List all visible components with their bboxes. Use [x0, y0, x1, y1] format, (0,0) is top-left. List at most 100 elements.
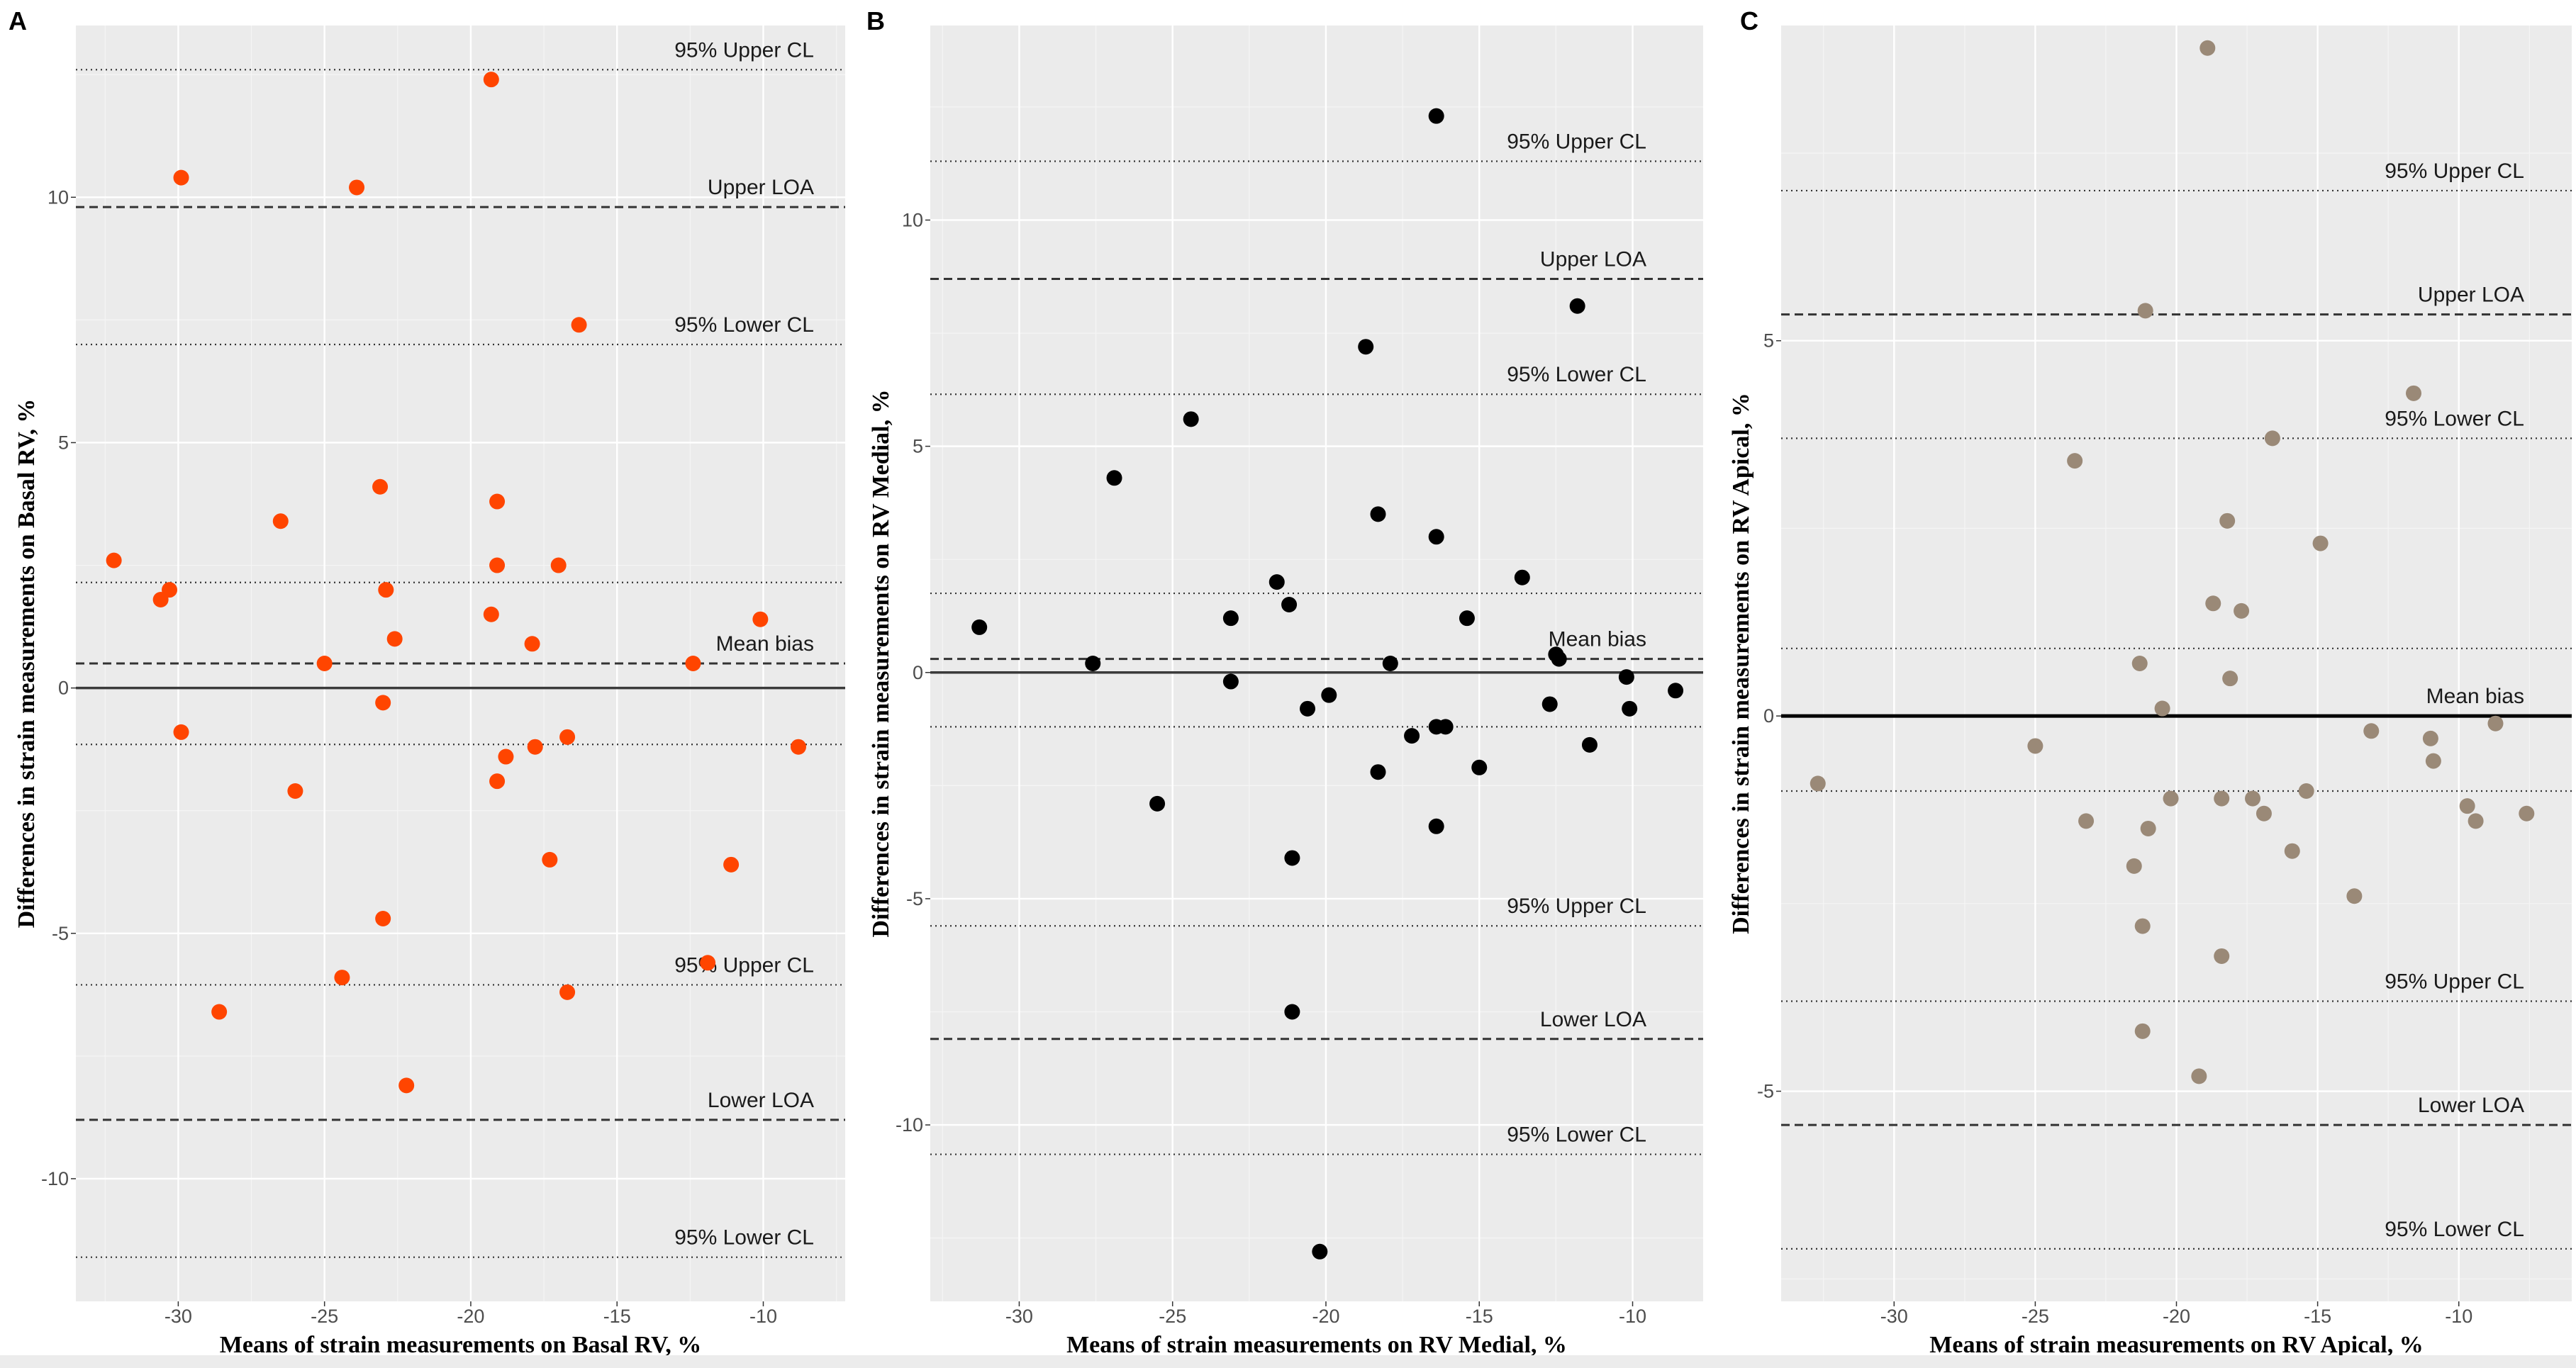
data-point	[2245, 790, 2261, 807]
data-point	[316, 656, 333, 671]
data-point	[2312, 535, 2329, 551]
data-point	[1222, 610, 1239, 627]
data-point	[498, 749, 514, 765]
data-point	[2191, 1068, 2207, 1084]
x-tick-label: -10	[2445, 1306, 2472, 1327]
data-point	[559, 984, 576, 1000]
panel-letter: C	[1740, 6, 1758, 35]
data-point	[542, 851, 558, 868]
y-tick-label: -5	[906, 888, 923, 909]
data-point	[1471, 759, 1488, 775]
data-point	[1404, 728, 1420, 744]
reference-line-label: 95% Lower CL	[1507, 1123, 1646, 1147]
data-point	[2222, 671, 2238, 687]
data-point	[2519, 805, 2535, 822]
data-point	[1810, 775, 1826, 792]
data-point	[398, 1077, 415, 1094]
reference-line-label: Upper LOA	[1540, 247, 1646, 271]
data-point	[1222, 673, 1239, 690]
panel-c: -30 -25 -20 -15 -10 -5 0 5 95% Upper CL Upper LOA…	[1728, 6, 2572, 1358]
data-point	[489, 773, 506, 790]
x-tick-label: -20	[457, 1306, 484, 1327]
data-point	[2425, 753, 2441, 769]
data-point	[334, 970, 350, 986]
reference-line-label: 95% Upper CL	[1507, 130, 1646, 153]
data-point	[723, 856, 740, 873]
data-point	[524, 636, 540, 652]
data-point	[2346, 888, 2363, 904]
data-point	[1618, 669, 1634, 685]
data-point	[971, 619, 988, 635]
x-tick-label: -15	[2304, 1306, 2331, 1327]
x-tick-label: -30	[1005, 1306, 1033, 1327]
x-tick-label: -25	[2022, 1306, 2049, 1327]
data-point	[1382, 656, 1398, 671]
data-point	[106, 552, 122, 568]
data-point	[2214, 790, 2230, 807]
data-point	[790, 739, 806, 755]
y-axis-title: Differences in strain measurements on RV…	[1728, 393, 1754, 934]
y-tick-label: 0	[1763, 705, 1774, 727]
data-point	[2134, 1023, 2151, 1039]
data-point	[752, 611, 769, 627]
data-point	[1284, 1004, 1300, 1020]
data-point	[1437, 719, 1454, 735]
data-point	[1312, 1243, 1328, 1260]
data-point	[571, 317, 587, 333]
data-point	[1428, 108, 1444, 124]
y-axis-title: Differences in strain measurements on Ba…	[13, 399, 40, 929]
data-point	[1370, 764, 1386, 780]
data-point	[2137, 303, 2153, 319]
data-point	[2154, 700, 2170, 717]
data-point	[372, 478, 389, 495]
data-point	[2406, 385, 2421, 401]
data-point	[2078, 813, 2095, 829]
data-point	[1269, 574, 1285, 590]
data-point	[1183, 411, 1199, 427]
data-point	[2487, 715, 2504, 731]
data-point	[1149, 795, 1166, 812]
x-tick-label: -20	[1312, 1306, 1339, 1327]
y-tick-label: 5	[58, 432, 69, 453]
y-tick-label: -10	[896, 1114, 923, 1136]
data-point	[2284, 843, 2300, 859]
panel-letter: A	[9, 6, 27, 35]
x-tick-label: -10	[1619, 1306, 1646, 1327]
reference-line-label: 95% Lower CL	[2385, 407, 2524, 430]
reference-line-label: Mean bias	[1549, 628, 1646, 651]
panel-a: -30 -25 -20 -15 -10 -10 -5 0 5 10 95% Upper CL Uppe…	[9, 6, 845, 1358]
data-point	[2219, 512, 2236, 529]
reference-line-label: 95% Lower CL	[674, 313, 814, 337]
data-point	[1284, 850, 1300, 866]
x-tick-label: -15	[603, 1306, 631, 1327]
data-point	[2256, 805, 2272, 822]
data-point	[2126, 858, 2142, 874]
data-point	[378, 582, 394, 598]
data-point	[2205, 595, 2221, 612]
data-point	[1551, 651, 1567, 667]
reference-line-label: Upper LOA	[2418, 284, 2524, 307]
y-tick-label: 5	[1763, 330, 1774, 352]
data-point	[489, 493, 506, 510]
x-tick-label: -10	[749, 1306, 777, 1327]
data-point	[483, 72, 499, 88]
data-point	[1581, 736, 1598, 753]
data-point	[2163, 790, 2179, 807]
reference-line-label: Upper LOA	[708, 176, 814, 199]
data-point	[2027, 738, 2043, 754]
data-point	[2067, 453, 2083, 469]
data-point	[2298, 783, 2314, 799]
x-tick-label: -15	[1466, 1306, 1493, 1327]
data-point	[173, 724, 189, 740]
bottom-strip	[0, 1355, 2576, 1368]
reference-line-label: 95% Upper CL	[1507, 895, 1646, 918]
data-point	[2422, 730, 2438, 746]
y-tick-label: -10	[41, 1168, 69, 1189]
y-tick-label: 0	[58, 678, 69, 699]
data-point	[2234, 602, 2250, 619]
x-tick-label: -30	[165, 1306, 192, 1327]
data-point	[2459, 798, 2475, 814]
data-point	[685, 656, 701, 671]
y-tick-label: 10	[902, 209, 923, 230]
data-point	[1106, 470, 1122, 486]
